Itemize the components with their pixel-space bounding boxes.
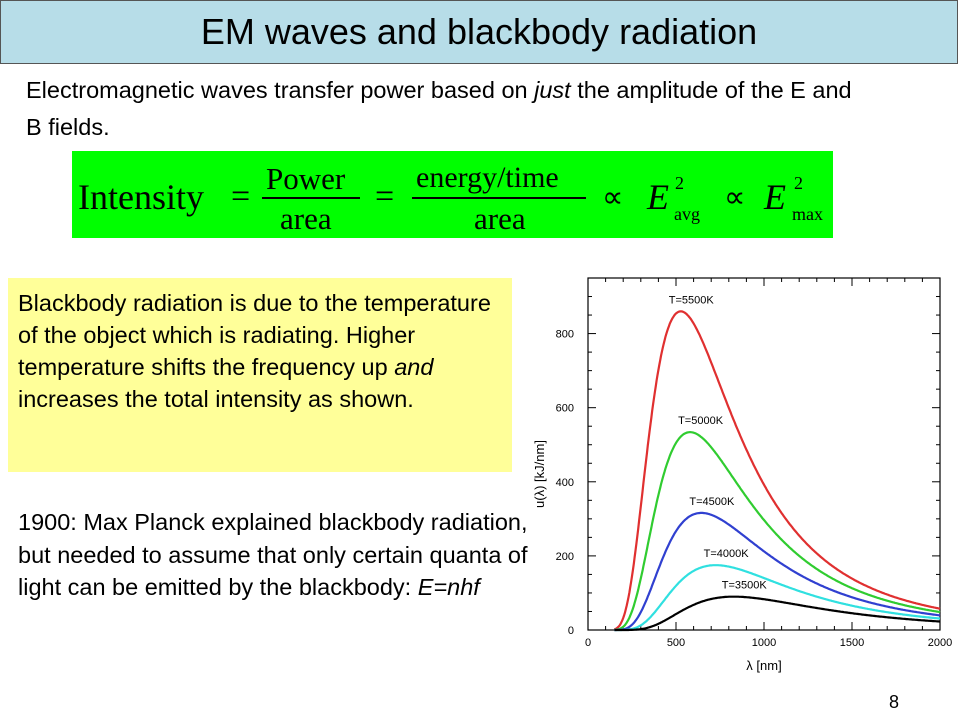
note-part2: increases the total intensity as shown. xyxy=(18,386,414,412)
eq-exp-avg: 2 xyxy=(675,173,684,193)
curve-label-4500k: T=4500K xyxy=(689,496,735,508)
x-tick-label: 2000 xyxy=(928,637,952,649)
x-tick-label: 1500 xyxy=(840,637,864,649)
slide-title: EM waves and blackbody radiation xyxy=(200,11,758,52)
note-emphasis: and xyxy=(394,354,434,380)
y-axis-label: u(λ) [kJ/nm] xyxy=(532,440,547,508)
planck-text: 1900: Max Planck explained blackbody rad… xyxy=(18,506,558,604)
blackbody-note: Blackbody radiation is due to the temper… xyxy=(8,278,512,472)
x-tick-label: 1000 xyxy=(752,637,776,649)
eq-frac2-num: energy/time xyxy=(416,161,559,194)
eq-sub-max: max xyxy=(792,204,823,224)
x-tick-label: 500 xyxy=(667,637,685,649)
eq-equals-1: = xyxy=(231,178,250,215)
note-part1: Blackbody radiation is due to the temper… xyxy=(18,290,491,380)
intro-emphasis: just xyxy=(534,77,571,103)
planck-formula: E=nhf xyxy=(417,574,480,600)
eq-lhs: Intensity xyxy=(78,177,204,217)
eq-prop-2: ∝ xyxy=(724,181,745,214)
equation-box: Intensity = Power area = energy/time are… xyxy=(72,151,833,238)
curve-label-5500k: T=5500K xyxy=(669,294,715,306)
y-tick-label: 200 xyxy=(556,551,574,563)
eq-e-max: E xyxy=(763,177,786,217)
intro-text: Electromagnetic waves transfer power bas… xyxy=(26,72,856,146)
intro-part1: Electromagnetic waves transfer power bas… xyxy=(26,77,535,103)
eq-frac1-num: Power xyxy=(266,161,346,196)
curve-label-5000k: T=5000K xyxy=(678,415,724,427)
curve-4500k xyxy=(614,511,941,632)
eq-frac1-den: area xyxy=(280,201,332,236)
eq-sub-avg: avg xyxy=(674,204,700,224)
x-tick-label: 0 xyxy=(585,637,591,649)
curve-5500k xyxy=(613,310,941,631)
intro-part2: the amplitude of the E and B fields. xyxy=(26,77,852,140)
curve-3500k xyxy=(614,595,940,632)
curve-4000k xyxy=(614,564,941,632)
eq-equals-2: = xyxy=(375,178,394,215)
planck-part1: 1900: Max Planck explained blackbody rad… xyxy=(18,509,528,600)
title-bar: EM waves and blackbody radiation xyxy=(0,0,958,64)
blackbody-chart-svg: 0 500 1000 1500 2000 0 200 400 600 800 λ [nm] u(λ) … xyxy=(532,277,952,673)
eq-e-avg: E xyxy=(646,177,669,217)
y-tick-label: 800 xyxy=(556,329,574,341)
eq-prop-1: ∝ xyxy=(602,181,623,214)
x-axis-label: λ [nm] xyxy=(746,658,781,673)
curve-label-4000k: T=4000K xyxy=(704,548,750,560)
eq-frac2-den: area xyxy=(474,201,526,236)
eq-exp-max: 2 xyxy=(794,173,803,193)
y-tick-label: 600 xyxy=(556,403,574,415)
y-tick-label: 400 xyxy=(556,477,574,489)
curve-5000k xyxy=(614,430,941,631)
page-number: 8 xyxy=(889,692,900,712)
blackbody-chart: 0 500 1000 1500 2000 0 200 400 600 800 λ [nm] u(λ) … xyxy=(526,268,956,681)
y-tick-label: 0 xyxy=(568,625,574,637)
curve-label-3500k: T=3500K xyxy=(722,580,768,592)
intensity-equation: Intensity = Power area = energy/time are… xyxy=(78,161,823,236)
